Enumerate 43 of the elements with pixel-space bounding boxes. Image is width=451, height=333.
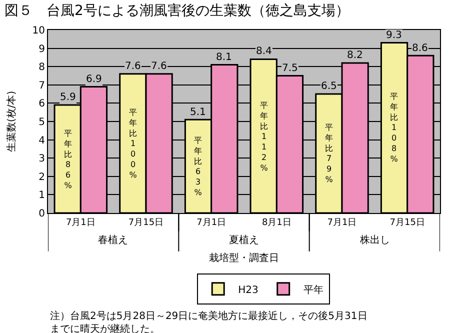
y-tick-label: 7 [38, 80, 45, 92]
x-axis-title: 栽培型・調査日 [209, 252, 279, 264]
data-label: 9.3 [386, 30, 402, 41]
text: 春植え [98, 234, 128, 246]
data-label: 6.5 [321, 81, 337, 92]
data-label: 7.6 [151, 61, 167, 72]
annotation: 平年比63% [194, 136, 202, 197]
legend-label: H23 [238, 284, 258, 296]
x-tick-label: 7月1日 [66, 218, 96, 228]
y-tick-label: 6 [38, 98, 45, 110]
x-tick-label: 7月1日 [327, 218, 357, 228]
data-label: 8.6 [412, 43, 428, 54]
data-label: 8.2 [347, 50, 363, 61]
y-tick-label: 3 [38, 154, 45, 165]
data-label: 7.6 [125, 61, 141, 72]
text: 夏植え [229, 234, 259, 246]
x-tick-label: 7月1日 [196, 218, 226, 228]
y-axis-title: 生葉数(枚/本) [5, 90, 18, 152]
legend-label: 平年 [303, 284, 324, 296]
text: 株出し [359, 234, 390, 246]
y-tick-label: 2 [38, 172, 45, 183]
data-label: 6.9 [86, 74, 102, 85]
data-label: 5.1 [190, 107, 206, 118]
data-label: 5.9 [60, 92, 76, 103]
data-label: 8.4 [256, 46, 272, 57]
y-tick-label: 5 [38, 117, 45, 128]
annotation: 平年比100% [129, 108, 138, 180]
y-tick-label: 1 [38, 190, 45, 202]
y-tick-label: 8 [38, 62, 45, 74]
annotation: 平年比86% [64, 129, 72, 190]
x-tick-label: 7月15日 [128, 218, 164, 228]
y-tick-label: 4 [38, 135, 45, 146]
annotation: 平年比112% [260, 101, 268, 172]
x-tick-label: 8月1日 [262, 218, 292, 228]
annotation: 平年比108% [390, 92, 398, 164]
chart-title: 図５ 台風2号による潮風害後の生葉数（徳之島支場） [4, 2, 350, 19]
y-tick-label: 9 [38, 44, 45, 55]
data-label: 8.1 [216, 52, 232, 63]
annotation: 平年比79% [325, 123, 334, 184]
data-label: 7.5 [282, 63, 298, 74]
x-tick-label: 7月15日 [390, 218, 425, 228]
y-tick-label: 10 [32, 26, 45, 36]
y-tick-label: 0 [38, 208, 45, 220]
